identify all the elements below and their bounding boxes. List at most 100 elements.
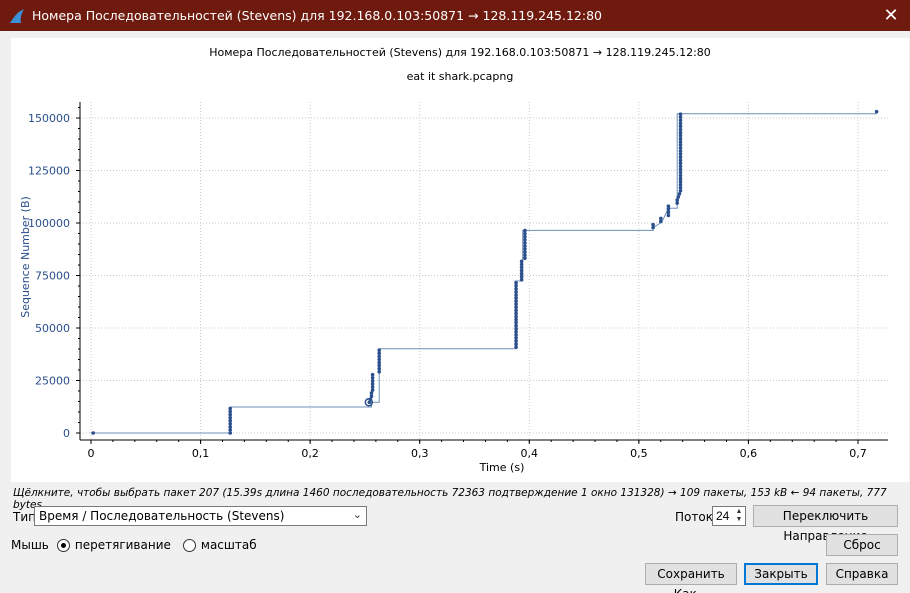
data-point (370, 376, 375, 380)
data-point (514, 287, 518, 291)
data-point (370, 379, 375, 383)
y-tick-label: 25000 (35, 375, 70, 388)
data-point (228, 412, 232, 417)
data-point (519, 262, 524, 267)
data-point (514, 336, 518, 340)
data-point (228, 428, 232, 432)
data-point (677, 192, 682, 196)
data-point (228, 422, 232, 426)
data-point (874, 109, 879, 114)
data-point (519, 271, 524, 276)
switch-direction-button[interactable]: Переключить Направление (753, 505, 898, 543)
data-point (678, 149, 683, 153)
data-point (678, 155, 683, 159)
data-point (514, 320, 518, 325)
type-label-row: Тип (13, 510, 36, 524)
stream-label-row: Поток (675, 510, 713, 524)
data-point (514, 305, 518, 310)
save-as-button[interactable]: Сохранить Как... (645, 563, 737, 593)
data-point (523, 241, 527, 245)
data-point (369, 391, 374, 395)
data-point (675, 201, 679, 205)
data-point (678, 146, 683, 150)
data-point (523, 247, 527, 251)
data-point (678, 133, 683, 138)
title-bar: Номера Последовательностей (Stevens) для… (0, 0, 910, 31)
help-button[interactable]: Справка (826, 563, 898, 585)
selected-point-marker (364, 398, 374, 407)
data-point (514, 302, 518, 307)
chart-subtitle: eat it shark.pcapng (406, 70, 514, 83)
close-icon[interactable]: ✕ (883, 5, 899, 25)
data-point (514, 333, 518, 337)
data-point (678, 170, 683, 175)
zoom-label[interactable]: масштаб (200, 538, 257, 552)
data-point (377, 369, 382, 374)
data-point (519, 265, 524, 270)
y-tick-label: 50000 (35, 322, 70, 335)
data-point (228, 409, 232, 414)
x-tick-label: 0,1 (192, 447, 210, 460)
data-point (523, 231, 527, 236)
mouse-label: Мышь (11, 538, 49, 552)
sequence-step-line (91, 113, 877, 434)
data-point (666, 213, 671, 218)
close-button[interactable]: Закрыть (744, 563, 818, 585)
data-point (651, 222, 655, 227)
data-point (91, 431, 95, 435)
data-point (676, 195, 681, 199)
data-point (678, 127, 683, 132)
zoom-radio[interactable] (182, 538, 196, 552)
data-point (678, 164, 683, 169)
data-point (678, 115, 683, 119)
data-point (678, 173, 683, 178)
data-point (519, 268, 524, 273)
data-point (678, 112, 683, 116)
data-point (678, 161, 683, 165)
drag-radio[interactable] (56, 538, 70, 552)
data-point (678, 158, 683, 162)
data-point (514, 345, 518, 350)
data-point (370, 382, 375, 386)
x-tick-label: 0,5 (630, 447, 648, 460)
data-point (228, 418, 232, 423)
data-point (228, 425, 232, 429)
data-point (675, 198, 679, 202)
type-label: Тип (13, 510, 36, 524)
data-point (678, 130, 683, 135)
y-tick-label: 0 (63, 427, 70, 440)
data-point (514, 290, 518, 294)
data-point (659, 219, 663, 224)
data-point (523, 256, 527, 260)
reset-button[interactable]: Сброс (826, 534, 898, 556)
data-point (523, 244, 527, 248)
data-point (228, 431, 232, 435)
x-tick-label: 0,7 (849, 447, 867, 460)
data-point (519, 274, 524, 279)
data-point (370, 388, 375, 392)
data-point (367, 400, 372, 405)
data-point (514, 293, 518, 297)
drag-label[interactable]: перетягивание (74, 538, 171, 552)
stream-spinbox[interactable]: 24 ▲ ▼ (712, 506, 746, 526)
data-point (514, 330, 518, 334)
data-point (678, 143, 683, 147)
data-point (377, 348, 382, 353)
data-point (377, 351, 382, 356)
mouse-mode-row: Мышь перетягивание масштаб (11, 538, 257, 552)
x-tick-label: 0,6 (740, 447, 758, 460)
data-point (228, 415, 232, 420)
spin-arrows-icon[interactable]: ▲ ▼ (735, 508, 743, 523)
x-tick-label: 0,4 (521, 447, 539, 460)
data-point (514, 311, 518, 316)
stream-label: Поток (675, 510, 713, 524)
data-point (678, 167, 683, 172)
data-point (377, 366, 382, 371)
x-tick-label: 0 (88, 447, 95, 460)
data-point (666, 210, 671, 215)
graph-type-select[interactable]: Время / Последовательность (Stevens) ⌄ (34, 506, 367, 526)
data-point (666, 204, 671, 208)
sequence-plot[interactable]: 0 0,1 0,2 0,3 0,4 0,5 0,6 0,7 0 25000 50000 75000 10… (11, 38, 909, 482)
chart-panel[interactable]: Номера Последовательностей (Stevens) для… (11, 38, 909, 482)
x-tick-label: 0,3 (411, 447, 429, 460)
